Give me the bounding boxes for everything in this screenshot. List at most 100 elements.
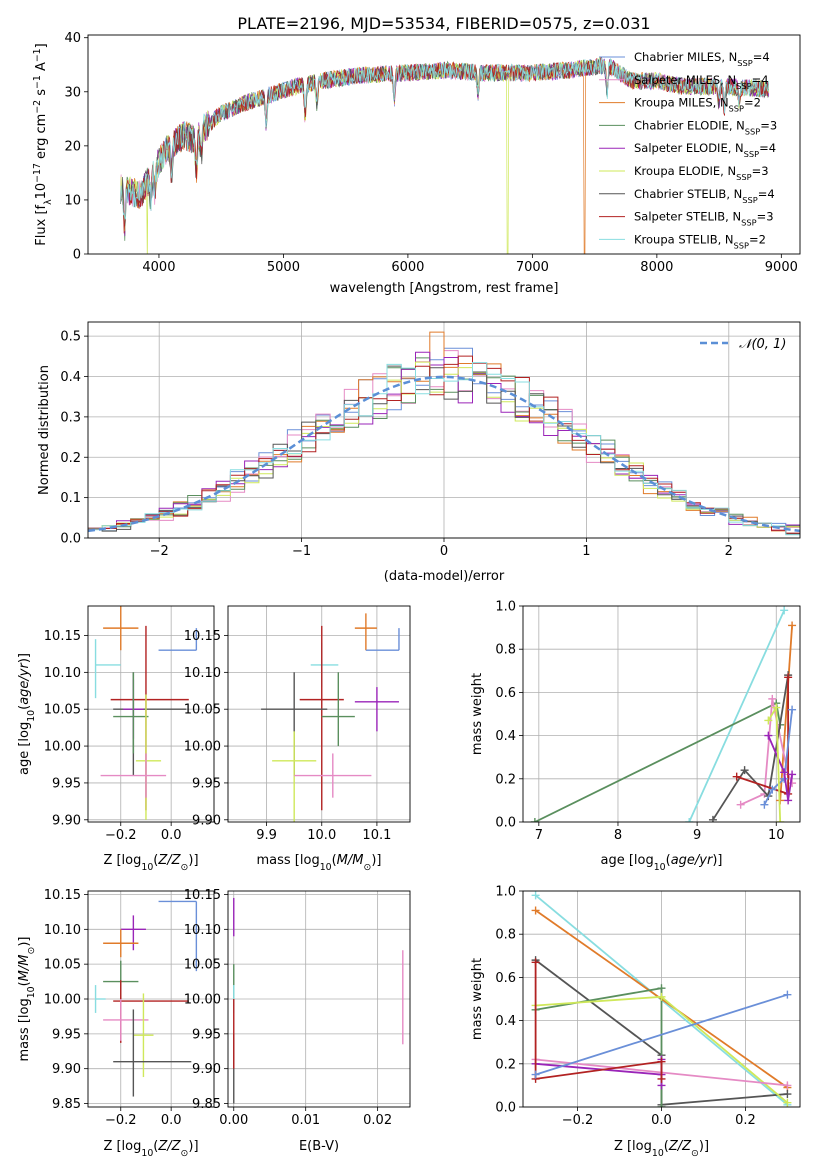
x-axis-label: age [log10(age/yr)]	[600, 853, 722, 873]
tick-label-x: 7	[535, 828, 543, 843]
label-part: A	[34, 62, 49, 75]
weight-marker	[788, 770, 797, 779]
label-part: )]	[712, 853, 722, 868]
weight-marker	[685, 818, 694, 822]
weight-line	[535, 987, 663, 1107]
tick-label-y: 10.00	[44, 740, 81, 755]
plot-area	[261, 613, 400, 822]
weight-marker	[764, 716, 773, 725]
tick-label-x: 10.0	[307, 828, 336, 843]
label-part: Chabrier MILES, N	[634, 50, 737, 64]
tick-label-x: −0.2	[562, 1113, 594, 1128]
tick-label-y: 10.15	[184, 888, 221, 903]
tick-label-x: 0.02	[363, 1113, 392, 1128]
y-axis-label: mass weight	[470, 958, 485, 1040]
tick-label-y: 9.90	[192, 1062, 221, 1077]
tick-label-x: 9.9	[256, 828, 277, 843]
y-axis-label: mass [log10(M/M⊙)]	[17, 937, 37, 1062]
weight-marker	[780, 768, 789, 777]
label-part: =3	[752, 164, 769, 178]
label-part: Salpeter STELIB, N	[634, 210, 741, 224]
plot-area	[233, 897, 404, 1104]
weight-marker	[780, 606, 789, 615]
label-part: mass [log	[257, 853, 320, 868]
label-part: )]	[699, 1139, 709, 1154]
label-part: 10	[26, 710, 37, 722]
tick-label-y: 0.6	[495, 686, 516, 701]
label-part: ]	[34, 43, 49, 48]
tick-label-x: −0.2	[105, 1113, 137, 1128]
tick-label-x: 0.00	[219, 1113, 248, 1128]
tick-label-x: −2	[150, 544, 169, 559]
label-part: Chabrier ELODIE, N	[634, 118, 745, 132]
weight-marker	[788, 705, 797, 714]
label-part: Z/Z	[157, 853, 181, 868]
label-part: mass weight	[470, 958, 485, 1040]
label-part: SSP	[741, 218, 756, 228]
weight-marker	[764, 731, 773, 740]
label-part: SSP	[742, 195, 757, 205]
axes-frame	[87, 34, 801, 255]
tick-label-x: 0.0	[161, 1113, 182, 1128]
label-part: SSP	[734, 240, 749, 250]
tick-label-y: 0.4	[60, 370, 81, 385]
tick-label-x: 0	[440, 544, 448, 559]
weight-marker	[788, 621, 797, 630]
label-part: (	[664, 1139, 669, 1154]
label-part: =2	[744, 96, 761, 110]
age-vs-Z-panel: −0.2 0.0 9.90 9.95 10.00 10.05 10.10 10.15 Z [lo…	[17, 605, 215, 873]
label-part: −1	[32, 48, 43, 62]
tick-label-x: 6000	[391, 260, 424, 275]
y-axis-label: Flux [fλ10−17 erg cm−2 s−1 A−1]	[32, 43, 54, 245]
tick-label-y: 20	[64, 139, 81, 154]
axes-frame	[227, 890, 411, 1108]
label-part: Salpeter ELODIE, N	[634, 141, 744, 155]
tick-label-y: 10.00	[184, 740, 221, 755]
gaussian-curve	[88, 375, 800, 533]
legend-label: Kroupa ELODIE, NSSP=3	[634, 164, 769, 182]
plot-area	[94, 900, 198, 1097]
axes-frame	[522, 605, 801, 823]
tick-label-y: 0.4	[495, 1014, 516, 1029]
label-part: ⊙	[363, 862, 371, 873]
legend-label: 𝒩(0, 1)	[739, 337, 786, 352]
x-axis-label: mass [log10(M/M⊙)]	[257, 853, 382, 873]
tick-label-y: 10.15	[184, 629, 221, 644]
label-part: Kroupa STELIB, N	[634, 232, 734, 246]
x-axis-label: Z [log10(Z/Z⊙)]	[103, 853, 198, 873]
label-part: age/yr	[671, 853, 714, 868]
label-part: Kroupa MILES, N	[634, 96, 729, 110]
axes-frame	[227, 605, 411, 823]
label-part: Salpeter MILES, N	[634, 73, 736, 87]
label-part: =4	[759, 141, 776, 155]
label-part: Z [log	[103, 853, 141, 868]
legend-label: Chabrier MILES, NSSP=4	[634, 50, 770, 68]
mass-vs-Z-panel: −0.2 0.0 9.85 9.90 9.95 10.00 10.05 10.10 10.15 Z…	[17, 888, 215, 1159]
tick-label-x: −0.2	[105, 828, 137, 843]
label-part: (	[17, 705, 32, 710]
tick-label-y: 9.90	[52, 813, 81, 828]
weight-line	[688, 609, 786, 822]
legend-label: Salpeter STELIB, NSSP=3	[634, 210, 774, 228]
label-part: SSP	[744, 149, 759, 159]
weight-line	[779, 625, 793, 801]
label-part: Flux [f	[34, 204, 49, 245]
tick-label-y: 9.95	[52, 776, 81, 791]
tick-label-y: 9.85	[192, 1097, 221, 1112]
tick-label-y: 10	[64, 193, 81, 208]
tick-label-y: 1.0	[495, 600, 516, 615]
label-part: =4	[758, 187, 775, 201]
label-part: Normed distribution	[37, 365, 52, 495]
weight-marker	[657, 984, 666, 993]
label-part: λ	[43, 199, 54, 205]
tick-label-y: 0	[73, 248, 81, 263]
x-axis-label: Z [log10(Z/Z⊙)]	[614, 1139, 709, 1159]
figure-title: PLATE=2196, MJD=53534, FIBERID=0575, z=0…	[237, 14, 650, 33]
axes-frame	[87, 890, 215, 1108]
tick-label-y: 10.05	[44, 703, 81, 718]
label-part: )]	[17, 937, 32, 947]
tick-label-x: 10	[768, 828, 785, 843]
x-axis-label: E(B-V)	[299, 1139, 339, 1154]
tick-label-y: 10.05	[44, 958, 81, 973]
tick-label-y: 0.4	[495, 729, 516, 744]
